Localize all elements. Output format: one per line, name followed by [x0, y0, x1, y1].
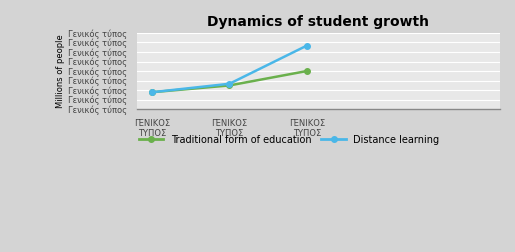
Title: Dynamics of student growth: Dynamics of student growth [208, 15, 430, 29]
Y-axis label: Millions of people: Millions of people [56, 34, 65, 108]
Legend: Traditional form of education, Distance learning: Traditional form of education, Distance … [135, 131, 443, 148]
